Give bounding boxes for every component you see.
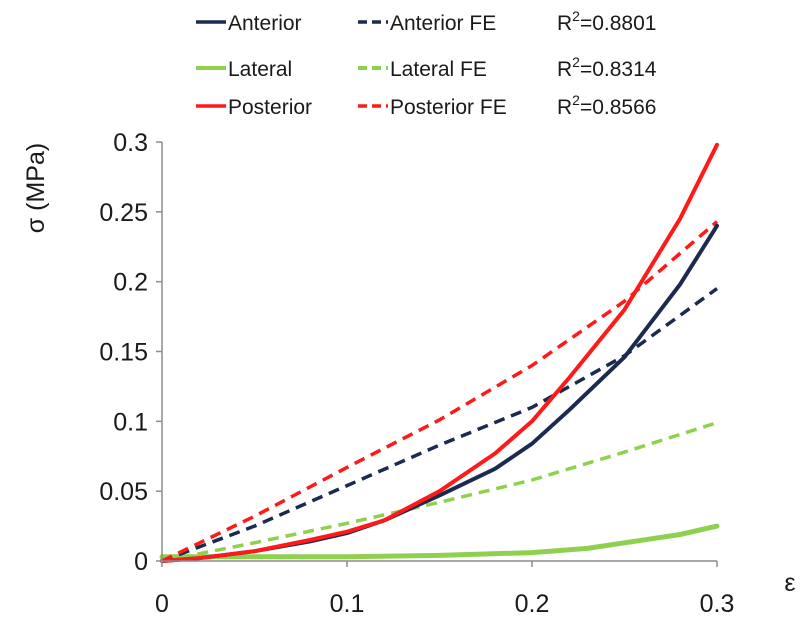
r-squared-symbol: R — [557, 58, 572, 81]
x-axis-title: ε — [784, 569, 795, 597]
x-tick-label: 0.2 — [515, 590, 550, 618]
y-tick-label: 0.1 — [113, 408, 148, 436]
x-tick-label: 0.1 — [330, 590, 365, 618]
r-squared-label: R2=0.8801 — [557, 8, 656, 35]
r-squared-label: R2=0.8314 — [557, 54, 657, 81]
x-tick-label: 0 — [155, 590, 169, 618]
r-squared-superscript: 2 — [572, 8, 580, 24]
plot-area: 0 0.05 0.1 0.15 0.2 0.25 0.3 0 0.1 0.2 0.3 — [99, 129, 734, 618]
legend-label: Posterior FE — [390, 96, 507, 119]
y-tick-label: 0 — [134, 548, 148, 576]
y-axis-title: σ (MPa) — [22, 143, 50, 233]
r-squared-superscript: 2 — [572, 54, 580, 70]
y-tick-label: 0.25 — [99, 199, 148, 227]
legend-label: Posterior — [228, 96, 312, 119]
legend-label: Lateral FE — [390, 58, 487, 81]
series-line-anterior — [160, 223, 719, 563]
y-tick-label: 0.15 — [99, 339, 148, 367]
r-squared-label: R2=0.8566 — [557, 92, 656, 119]
r-squared-value: =0.8566 — [580, 96, 657, 119]
legend-label: Anterior — [228, 12, 302, 35]
y-tick-label: 0.05 — [99, 478, 148, 506]
r-squared-value: =0.8314 — [580, 58, 657, 81]
legend-label: Lateral — [228, 58, 292, 81]
series-line-lateral — [159, 523, 720, 560]
x-ticks: 0 0.1 0.2 0.3 — [155, 561, 734, 618]
series-line-posterior-fe — [161, 220, 719, 563]
r-squared-symbol: R — [557, 12, 572, 35]
series-line-posterior — [160, 142, 719, 563]
legend-label: Anterior FE — [390, 12, 496, 35]
y-tick-label: 0.2 — [113, 269, 148, 297]
x-tick-label: 0.3 — [700, 590, 735, 618]
y-ticks: 0 0.05 0.1 0.15 0.2 0.25 0.3 — [99, 129, 162, 576]
y-tick-label: 0.3 — [113, 129, 148, 157]
r-squared-value: =0.8801 — [580, 12, 657, 35]
series-layer — [159, 142, 720, 563]
series-line-lateral-fe — [161, 421, 718, 563]
r-squared-superscript: 2 — [572, 92, 580, 108]
r-squared-symbol: R — [557, 96, 572, 119]
